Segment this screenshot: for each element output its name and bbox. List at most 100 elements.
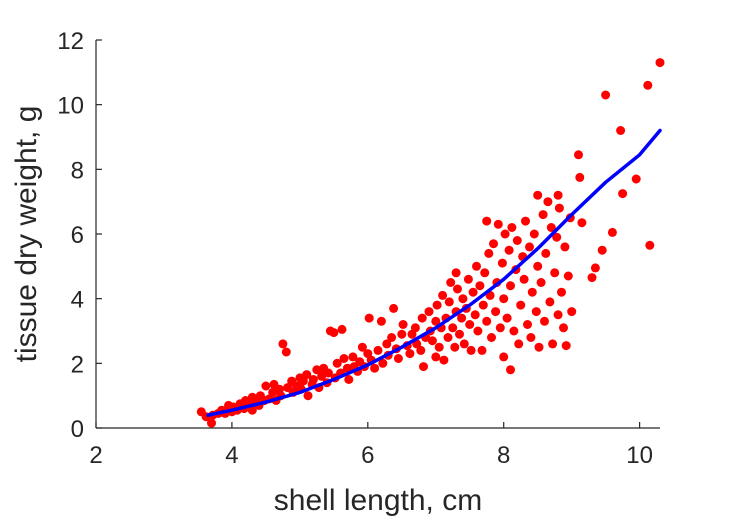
data-point — [466, 345, 476, 355]
data-point — [534, 342, 544, 352]
data-point — [538, 210, 548, 220]
data-point — [389, 303, 399, 313]
data-point — [525, 242, 534, 252]
data-point — [323, 368, 333, 378]
data-point — [533, 190, 543, 200]
data-point — [607, 227, 617, 237]
data-point — [398, 320, 408, 329]
fit-curve — [206, 128, 662, 417]
data-point — [489, 239, 498, 249]
data-point — [553, 310, 563, 320]
data-point — [512, 236, 522, 245]
data-point — [446, 278, 456, 287]
data-point — [509, 326, 519, 336]
data-point — [536, 278, 546, 287]
data-point — [387, 333, 397, 342]
data-point — [470, 310, 480, 320]
data-point — [502, 313, 512, 323]
data-point — [554, 203, 564, 213]
data-point — [487, 333, 496, 342]
data-point — [616, 126, 626, 135]
data-point — [526, 333, 536, 342]
y-tick-label: 8 — [71, 157, 84, 184]
data-point — [514, 339, 524, 349]
data-point — [370, 363, 380, 373]
x-ticks: 2 4 6 8 10 — [89, 422, 653, 469]
data-point — [495, 323, 505, 333]
data-point — [308, 375, 318, 384]
data-point — [597, 245, 607, 255]
data-point — [344, 375, 354, 384]
data-point — [468, 287, 478, 297]
data-point — [453, 284, 462, 294]
data-point — [332, 358, 342, 368]
data-point — [261, 381, 271, 391]
data-point — [567, 307, 577, 317]
data-point — [405, 349, 415, 359]
data-point — [533, 261, 543, 271]
data-point — [497, 258, 507, 268]
x-tick-label: 4 — [225, 442, 238, 469]
data-point — [478, 300, 488, 310]
data-point — [480, 268, 490, 278]
data-point — [504, 245, 514, 255]
data-point — [560, 242, 570, 252]
data-point — [553, 190, 563, 200]
data-point — [507, 223, 517, 232]
y-ticks: 0 2 4 6 8 10 12 — [57, 28, 102, 443]
data-point — [516, 300, 526, 310]
y-tick-label: 0 — [71, 416, 84, 443]
data-point — [427, 336, 437, 346]
data-point — [417, 313, 427, 323]
data-point — [482, 316, 492, 326]
data-point — [247, 405, 257, 415]
data-point — [645, 240, 655, 250]
data-point — [457, 313, 467, 323]
data-point — [601, 90, 611, 100]
data-point — [499, 352, 509, 362]
data-point — [577, 218, 587, 228]
data-point — [278, 339, 288, 349]
data-point — [519, 274, 529, 284]
data-point — [550, 268, 560, 278]
data-point — [631, 174, 641, 184]
data-point — [559, 323, 568, 333]
data-point — [416, 345, 426, 355]
scatter-points — [196, 58, 665, 428]
data-point — [434, 342, 444, 352]
data-point — [459, 339, 469, 349]
data-point — [439, 355, 449, 365]
data-point — [393, 354, 403, 363]
data-point — [531, 307, 541, 317]
data-point — [410, 323, 420, 333]
data-point — [563, 271, 573, 281]
data-point — [506, 281, 515, 291]
data-point — [561, 341, 571, 351]
data-point — [523, 320, 532, 329]
data-point — [431, 352, 441, 362]
data-point — [450, 342, 460, 352]
data-point — [590, 263, 600, 273]
data-point — [540, 316, 549, 326]
data-point — [484, 248, 494, 258]
data-point — [543, 197, 553, 207]
data-point — [424, 307, 434, 317]
data-point — [268, 387, 278, 397]
data-point — [455, 329, 464, 339]
data-point — [431, 316, 441, 326]
data-point — [475, 281, 485, 291]
data-point — [548, 339, 558, 349]
data-point — [378, 358, 388, 368]
x-tick-label: 2 — [89, 442, 102, 469]
data-point — [432, 300, 442, 310]
data-point — [465, 320, 475, 329]
x-tick-label: 10 — [626, 442, 653, 469]
data-point — [477, 345, 487, 355]
y-tick-label: 2 — [71, 351, 84, 378]
data-point — [500, 229, 510, 239]
data-point — [451, 268, 461, 278]
data-point — [458, 294, 468, 304]
data-point — [339, 354, 349, 363]
